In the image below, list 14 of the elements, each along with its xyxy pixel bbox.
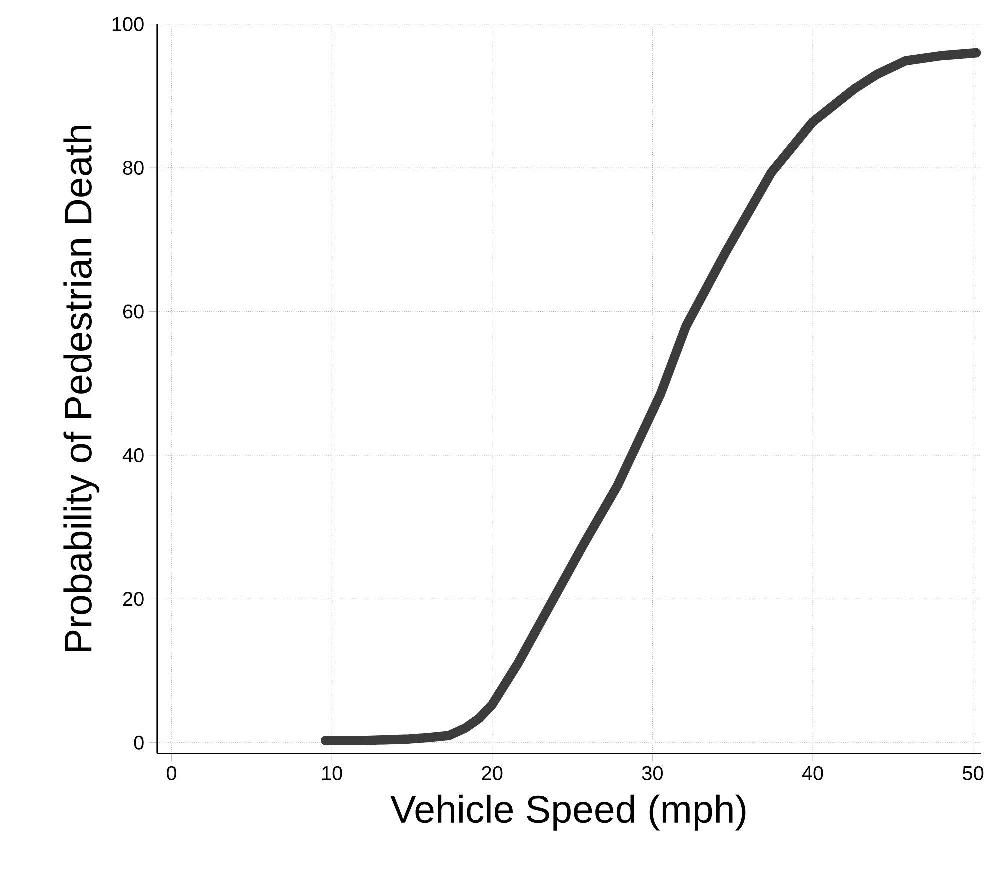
x-tick-label: 0 — [166, 766, 177, 780]
y-tick-label: 100 — [112, 17, 144, 32]
x-tick-label: 10 — [322, 766, 342, 780]
y-tick-label: 40 — [122, 448, 144, 463]
x-tick-label: 20 — [482, 766, 503, 780]
y-tick-label: 80 — [123, 160, 144, 176]
y-tick-label: 60 — [123, 304, 144, 319]
y-tick-label: 0 — [134, 736, 144, 750]
x-tick-label: 40 — [802, 766, 824, 780]
x-axis-title: Vehicle Speed (mph) — [390, 794, 746, 831]
y-tick-label: 20 — [123, 592, 144, 606]
x-tick-label: 30 — [642, 766, 663, 780]
y-axis-title: Probability of Pedestrian Death — [64, 126, 100, 652]
x-tick-label: 50 — [963, 766, 984, 780]
